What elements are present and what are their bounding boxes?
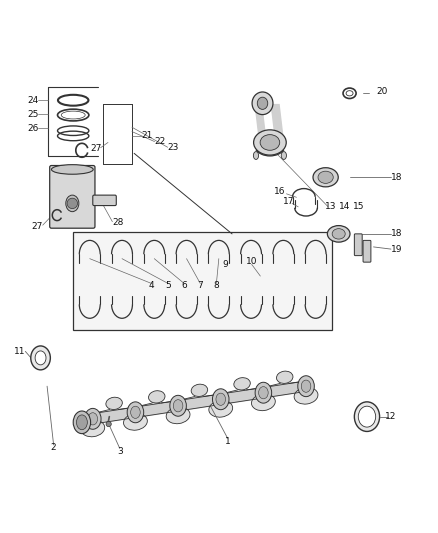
Text: 7: 7 — [198, 281, 203, 290]
Ellipse shape — [170, 395, 186, 416]
Text: 1: 1 — [225, 437, 230, 446]
Text: 14: 14 — [339, 202, 350, 211]
Polygon shape — [221, 387, 263, 405]
Text: 12: 12 — [385, 412, 396, 421]
Ellipse shape — [35, 351, 46, 365]
Ellipse shape — [127, 402, 144, 423]
Ellipse shape — [294, 387, 318, 404]
Polygon shape — [135, 400, 178, 417]
Text: 26: 26 — [27, 124, 39, 133]
FancyBboxPatch shape — [363, 240, 371, 262]
Text: 23: 23 — [168, 143, 179, 152]
Ellipse shape — [88, 413, 98, 425]
Text: 9: 9 — [223, 260, 228, 269]
Ellipse shape — [260, 135, 280, 150]
Text: 13: 13 — [325, 202, 336, 211]
Text: 18: 18 — [391, 229, 403, 238]
Ellipse shape — [124, 414, 147, 430]
Text: 25: 25 — [27, 110, 39, 119]
Text: 27: 27 — [91, 144, 102, 154]
Ellipse shape — [31, 346, 50, 370]
Text: 24: 24 — [27, 96, 39, 105]
Ellipse shape — [77, 415, 87, 430]
Polygon shape — [178, 394, 221, 411]
Circle shape — [106, 422, 111, 426]
Text: 28: 28 — [112, 219, 124, 228]
Ellipse shape — [191, 384, 208, 397]
Text: 5: 5 — [165, 281, 171, 290]
Ellipse shape — [327, 225, 350, 242]
Ellipse shape — [252, 92, 273, 115]
Ellipse shape — [106, 397, 122, 409]
Text: 6: 6 — [181, 281, 187, 290]
Bar — [73, 232, 332, 329]
Text: 22: 22 — [155, 137, 166, 146]
Ellipse shape — [51, 165, 93, 174]
Text: 19: 19 — [391, 245, 403, 254]
Ellipse shape — [255, 382, 272, 403]
Text: 2: 2 — [51, 443, 57, 453]
Ellipse shape — [313, 168, 338, 187]
Text: 18: 18 — [391, 173, 403, 182]
Ellipse shape — [257, 97, 268, 109]
Ellipse shape — [131, 406, 140, 418]
Ellipse shape — [212, 389, 229, 410]
Polygon shape — [263, 381, 306, 398]
FancyBboxPatch shape — [49, 166, 95, 228]
Text: 11: 11 — [14, 347, 25, 356]
Ellipse shape — [166, 407, 190, 424]
Text: 27: 27 — [32, 222, 43, 231]
Text: 17: 17 — [283, 197, 294, 206]
Polygon shape — [271, 104, 283, 141]
Ellipse shape — [276, 371, 293, 383]
Text: 3: 3 — [117, 447, 123, 456]
Ellipse shape — [318, 171, 333, 183]
Text: 10: 10 — [246, 257, 258, 266]
Ellipse shape — [66, 195, 79, 212]
Ellipse shape — [251, 394, 276, 410]
Ellipse shape — [253, 151, 258, 159]
Ellipse shape — [81, 420, 105, 437]
Polygon shape — [255, 104, 266, 141]
Ellipse shape — [209, 400, 233, 417]
Ellipse shape — [258, 386, 268, 399]
Ellipse shape — [254, 130, 286, 155]
Polygon shape — [93, 407, 135, 424]
Ellipse shape — [332, 229, 345, 239]
Ellipse shape — [85, 408, 101, 429]
Text: 4: 4 — [149, 281, 154, 290]
Ellipse shape — [73, 411, 91, 434]
Ellipse shape — [148, 391, 165, 403]
Ellipse shape — [358, 406, 376, 427]
Ellipse shape — [298, 376, 314, 397]
Text: 15: 15 — [353, 202, 364, 211]
Ellipse shape — [301, 380, 311, 392]
Ellipse shape — [234, 378, 250, 390]
Text: 21: 21 — [141, 132, 153, 140]
Ellipse shape — [281, 151, 286, 159]
Text: 8: 8 — [213, 281, 219, 290]
Circle shape — [67, 198, 78, 208]
Text: 20: 20 — [377, 87, 388, 96]
Ellipse shape — [354, 402, 380, 431]
FancyBboxPatch shape — [354, 234, 362, 256]
FancyBboxPatch shape — [93, 195, 116, 206]
Ellipse shape — [173, 400, 183, 412]
Ellipse shape — [216, 393, 226, 405]
Text: 16: 16 — [274, 187, 286, 196]
